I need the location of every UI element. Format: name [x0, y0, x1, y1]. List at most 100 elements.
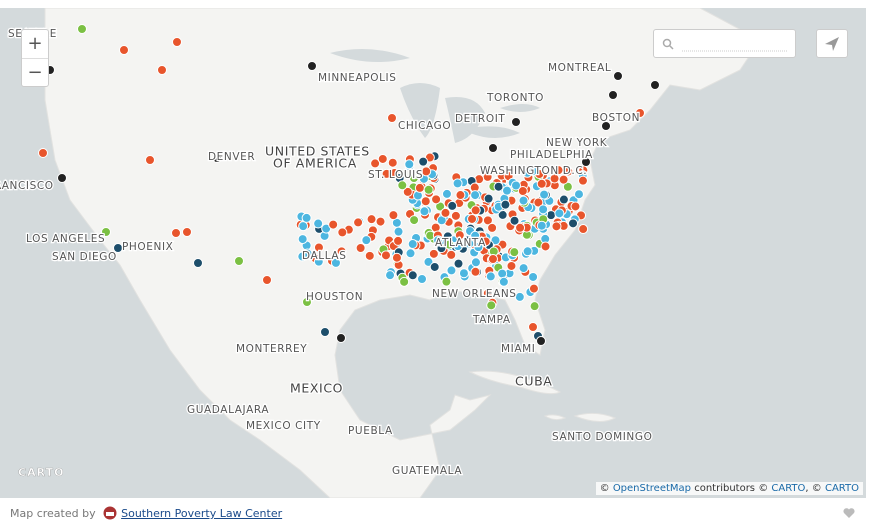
place-label: BOSTON: [592, 112, 640, 124]
map-marker: [397, 180, 408, 191]
place-label: PHILADELPHIA: [510, 149, 593, 161]
place-label: ATLANTA: [435, 237, 486, 249]
map-marker: [635, 108, 645, 118]
map-marker: [77, 24, 87, 34]
map-marker: [506, 260, 517, 271]
map-marker: [431, 194, 442, 205]
share-button[interactable]: [816, 29, 848, 58]
map-marker: [608, 90, 618, 100]
map-marker: [370, 158, 381, 169]
search-box[interactable]: [653, 29, 796, 58]
islands: [468, 370, 617, 422]
map-marker: [482, 215, 493, 226]
map-marker: [509, 247, 520, 258]
place-label: CUBA: [515, 374, 552, 389]
zoom-control: + −: [21, 29, 49, 87]
org-link[interactable]: Southern Poverty Law Center: [121, 507, 283, 520]
map-marker: [570, 201, 581, 212]
map-marker: [470, 266, 481, 277]
map-marker: [482, 288, 493, 299]
map-marker: [444, 239, 455, 250]
place-label: MONTREAL: [548, 62, 611, 74]
attr-link[interactable]: OpenStreetMap: [612, 483, 692, 494]
place-label: PHOENIX: [122, 241, 173, 253]
map-marker: [307, 61, 317, 71]
map-marker: [407, 270, 418, 281]
map-marker: [536, 336, 546, 346]
attr-link[interactable]: CARTO: [771, 483, 806, 494]
map-marker: [301, 212, 312, 223]
map-marker: [455, 190, 466, 201]
map-marker: [157, 65, 167, 75]
map-marker: [514, 291, 525, 302]
map-marker: [313, 242, 324, 253]
map-marker: [409, 215, 420, 226]
map-marker: [101, 227, 111, 237]
map-marker: [467, 213, 478, 224]
place-label: OF AMERICA: [273, 156, 357, 171]
map-marker: [528, 283, 539, 294]
attr-text: contributors ©: [694, 483, 769, 494]
map-marker: [470, 190, 481, 201]
map-marker: [402, 186, 413, 197]
map-marker: [453, 258, 464, 269]
map-marker: [171, 228, 181, 238]
place-label: MEXICO CITY: [246, 420, 321, 432]
org-logo: [103, 506, 117, 520]
attr-link[interactable]: CARTO: [824, 483, 859, 494]
place-label: UNITED STATES: [265, 144, 370, 159]
map-marker: [193, 258, 203, 268]
place-label: DALLAS: [302, 250, 346, 262]
map-marker: [527, 166, 538, 177]
map-marker: [553, 165, 564, 176]
map-marker: [421, 166, 432, 177]
map-marker: [498, 276, 509, 287]
map-marker: [650, 80, 660, 90]
map-marker: [298, 221, 309, 232]
map-marker: [500, 199, 511, 210]
map-marker: [517, 186, 528, 197]
footer: Map created by Southern Poverty Law Cent…: [10, 506, 282, 520]
map-marker: [578, 224, 589, 235]
map-marker: [393, 226, 404, 237]
map-marker: [441, 188, 452, 199]
map-marker: [364, 250, 375, 261]
map-marker: [353, 217, 364, 228]
place-label: SAN DIEGO: [52, 251, 117, 263]
map-marker: [405, 248, 416, 259]
map-marker: [485, 271, 496, 282]
map-marker: [433, 235, 444, 246]
map-marker: [558, 194, 569, 205]
map: SEATTLEMINNEAPOLISMONTREALTORONTODETROIT…: [0, 8, 866, 498]
map-marker: [119, 45, 129, 55]
map-marker: [563, 166, 574, 177]
map-marker: [313, 218, 324, 229]
map-marker: [404, 159, 415, 170]
map-marker: [313, 256, 324, 267]
map-marker: [488, 143, 498, 153]
map-marker: [528, 271, 539, 282]
lakes: [330, 49, 540, 143]
map-marker: [501, 185, 512, 196]
map-marker: [480, 236, 491, 247]
zoom-out[interactable]: −: [27, 62, 43, 83]
map-marker: [522, 246, 533, 257]
map-marker: [428, 248, 439, 259]
map-marker: [366, 214, 377, 225]
map-marker: [336, 246, 347, 257]
map-marker: [554, 208, 565, 219]
map-marker: [429, 261, 440, 272]
credit: Map created by: [10, 507, 96, 520]
place-label: GUATEMALA: [392, 465, 462, 477]
map-marker: [212, 153, 222, 163]
map-marker: [407, 239, 418, 250]
map-marker: [420, 196, 431, 207]
place-label: CHICAGO: [398, 120, 451, 132]
place-label: TORONTO: [486, 92, 544, 104]
attribution: © OpenStreetMap contributors © CARTO, © …: [595, 482, 863, 495]
like-icon[interactable]: [843, 507, 855, 519]
map-marker: [377, 153, 388, 164]
zoom-in[interactable]: +: [22, 30, 48, 59]
map-marker: [470, 205, 481, 216]
